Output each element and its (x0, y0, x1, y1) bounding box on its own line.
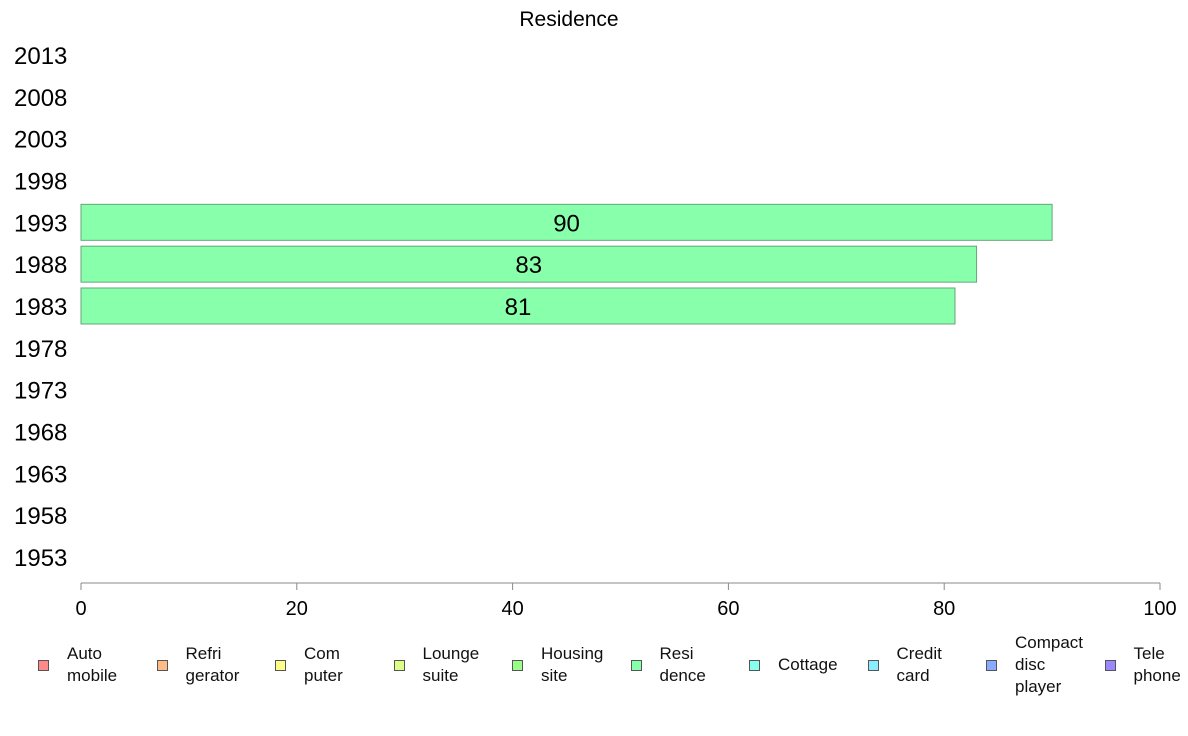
chart-title: Residence (519, 8, 618, 31)
y-tick-label: 1963 (14, 461, 67, 488)
bar (80, 203, 1053, 241)
legend-label: Credit card (896, 644, 942, 685)
legend-item: Resi dence (630, 632, 706, 698)
bar (80, 245, 978, 283)
x-tick-label: 100 (1143, 598, 1176, 620)
y-tick-label: 1998 (14, 169, 67, 196)
x-tick-label: 80 (933, 598, 955, 620)
legend-label: Housing site (541, 644, 604, 685)
legend-item: Lounge suite (393, 632, 480, 698)
y-tick-label: 1993 (14, 210, 67, 237)
legend-swatch (1104, 659, 1116, 671)
y-tick-label: 1983 (14, 294, 67, 321)
bar-value-label: 81 (505, 294, 532, 321)
bar-value-label: 83 (515, 252, 542, 279)
y-tick-label: 1958 (14, 503, 67, 530)
legend-item: Com puter (275, 632, 343, 698)
y-tick-label: 2003 (14, 127, 67, 154)
legend: Auto mobile Refri gerator Com puter Lounge … (38, 632, 1188, 702)
x-tick-label: 0 (75, 598, 86, 620)
x-tick-label: 40 (501, 598, 523, 620)
legend-item: Credit card (867, 632, 942, 698)
legend-swatch (156, 659, 168, 671)
legend-item: Auto mobile (38, 632, 117, 698)
y-tick-label: 1973 (14, 378, 67, 405)
y-tick-label: 1953 (14, 545, 67, 572)
x-tick-label: 60 (717, 598, 739, 620)
y-tick-label: 1978 (14, 336, 67, 363)
legend-swatch (749, 659, 760, 671)
legend-swatch (38, 659, 49, 671)
legend-label: Resi dence (659, 644, 706, 685)
legend-swatch (512, 659, 523, 671)
legend-label: Compact disc player (1015, 633, 1084, 696)
legend-label: Lounge suite (422, 644, 480, 685)
legend-swatch (630, 659, 642, 671)
legend-label: Tele phone (1133, 644, 1181, 685)
legend-swatch (986, 659, 997, 671)
legend-item: Refri gerator (156, 632, 240, 698)
legend-item: Tele phone (1104, 632, 1181, 698)
legend-item: Housing site (512, 632, 603, 698)
legend-label: Com puter (304, 644, 343, 685)
y-tick-label: 2008 (14, 85, 67, 112)
bar-value-label: 90 (553, 210, 580, 237)
legend-item: Cottage (749, 632, 838, 698)
legend-item: Compact disc player (986, 632, 1083, 698)
legend-swatch (393, 659, 405, 671)
y-tick-label: 1988 (14, 252, 67, 279)
y-tick-label: 1968 (14, 420, 67, 447)
legend-swatch (867, 659, 879, 671)
x-tick-label: 20 (286, 598, 308, 620)
legend-label: Cottage (778, 655, 838, 674)
legend-swatch (275, 659, 286, 671)
legend-label: Refri gerator (185, 644, 240, 685)
y-tick-label: 2013 (14, 43, 67, 70)
legend-label: Auto mobile (67, 644, 118, 685)
bar (80, 287, 956, 325)
